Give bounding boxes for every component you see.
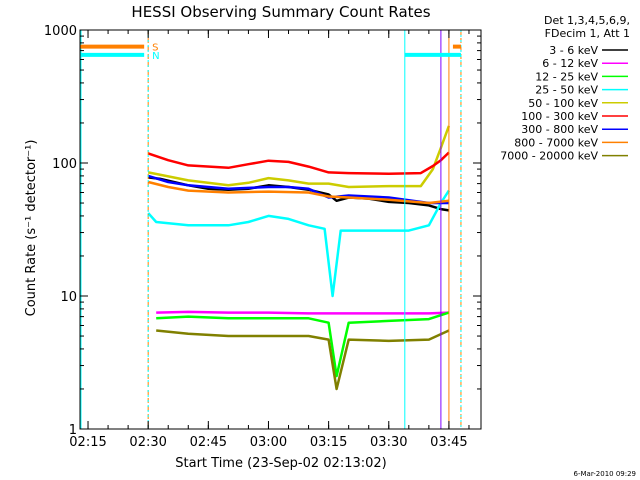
series-line-6 — [147, 174, 449, 205]
series-line-5 — [147, 151, 450, 176]
x-tick-label: 02:30 — [129, 435, 166, 450]
legend-label: 25 - 50 keV — [535, 84, 598, 97]
y-tick-label: 1 — [69, 423, 77, 438]
legend-label: 12 - 25 keV — [535, 70, 598, 83]
legend-label: 800 - 7000 keV — [514, 136, 598, 149]
x-tick-label: 03:30 — [370, 435, 407, 450]
y-tick-label: 1000 — [44, 24, 77, 39]
flag-label-s: S — [152, 43, 158, 54]
plot-frame — [79, 29, 482, 430]
x-tick-label: 03:15 — [310, 435, 347, 450]
legend-label: 300 - 800 keV — [521, 123, 598, 136]
footer-timestamp: 6-Mar-2010 09:29 — [574, 470, 636, 478]
legend-header-2: FDecim 1, Att 1 — [545, 27, 630, 40]
x-tick-label: 03:00 — [250, 435, 287, 450]
legend-label: 100 - 300 keV — [521, 110, 598, 123]
series-line-4 — [147, 125, 451, 189]
series-line-2 — [156, 311, 450, 378]
legend-label: 3 - 6 keV — [549, 44, 598, 57]
legend-label: 6 - 12 keV — [542, 57, 598, 70]
series-line-1 — [156, 310, 449, 315]
legend-label: 50 - 100 keV — [528, 97, 598, 110]
series-line-3 — [147, 189, 450, 298]
series-line-7 — [147, 180, 450, 205]
y-axis-label: Count Rate (s⁻¹ detector⁻¹) — [24, 140, 39, 317]
y-tick-label: 10 — [60, 290, 77, 305]
legend-label: 7000 - 20000 keV — [500, 150, 598, 163]
series-line-8 — [156, 329, 450, 391]
legend-header-1: Det 1,3,4,5,6,9, — [544, 14, 630, 27]
y-tick-label: 100 — [52, 157, 77, 172]
flag-label-n: N — [152, 51, 159, 62]
x-axis-label: Start Time (23-Sep-02 02:13:02) — [175, 456, 386, 471]
chart-title: HESSI Observing Summary Count Rates — [131, 3, 430, 21]
x-tick-label: 02:15 — [69, 435, 106, 450]
x-tick-label: 02:45 — [190, 435, 227, 450]
x-tick-label: 03:45 — [430, 435, 467, 450]
